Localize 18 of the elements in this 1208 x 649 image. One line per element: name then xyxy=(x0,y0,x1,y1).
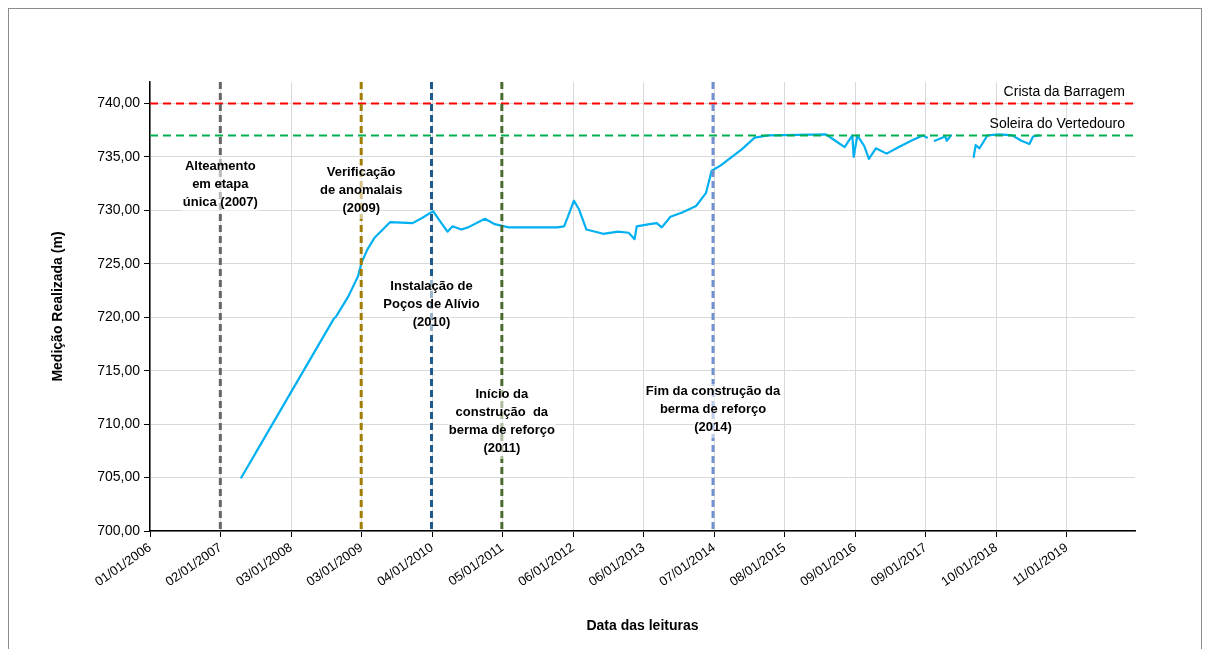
x-axis-title: Data das leituras xyxy=(586,617,699,634)
y-tick-label: 700,00 xyxy=(97,521,141,538)
ref-line-label: Verificação de anomalais (2009) xyxy=(319,164,403,216)
y-tick-label: 715,00 xyxy=(97,361,141,378)
y-tick-label: 710,00 xyxy=(97,414,141,431)
y-tick-label: 740,00 xyxy=(97,94,141,111)
y-tick-label: 735,00 xyxy=(97,147,141,164)
ref-line-label: Alteamento em etapa única (2007) xyxy=(182,158,258,210)
y-tick-label: 725,00 xyxy=(97,254,141,271)
y-tick-label: 705,00 xyxy=(97,468,141,485)
ref-line-label: Crista da Barragem xyxy=(1003,83,1125,100)
ref-line-label: Início da construção da berma de reforço (2011) xyxy=(448,386,555,456)
ref-line-label: Fim da construção da berma de reforço (2014) xyxy=(645,383,781,435)
y-axis-title: Medição Realizada (m) xyxy=(49,231,66,382)
y-tick-label: 730,00 xyxy=(97,201,141,218)
y-tick-label: 720,00 xyxy=(97,308,141,325)
ref-line-label: Soleira do Vertedouro xyxy=(989,115,1126,132)
ref-line-label: Instalação de Poços de Alívio (2010) xyxy=(383,278,480,330)
